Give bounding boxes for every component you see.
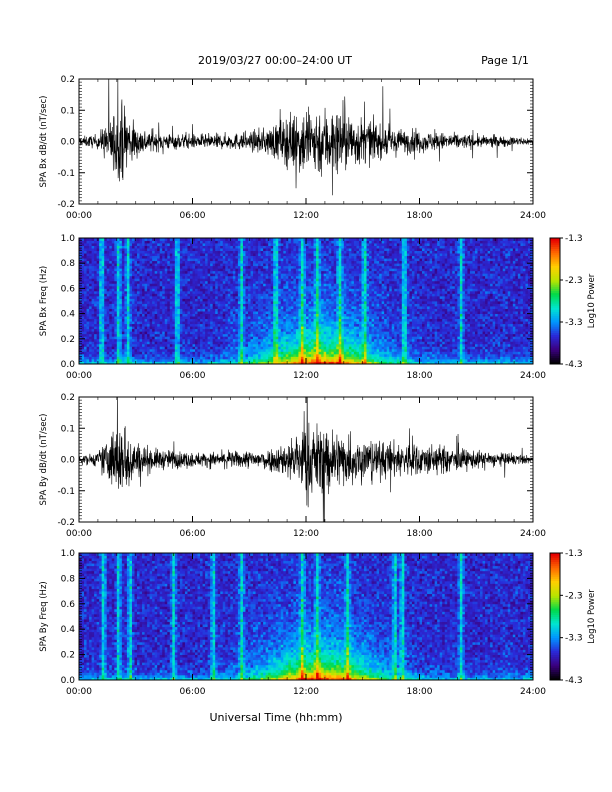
y-tick-label: -0.2: [57, 518, 75, 528]
x-tick-label: 18:00: [407, 371, 433, 381]
colorbar-label: Log10 Power: [587, 273, 597, 328]
x-tick-label: 00:00: [66, 529, 92, 539]
x-tick-label: 24:00: [520, 529, 546, 539]
bx-colorbar: -1.3 -2.3 -3.3 -4.3 Log10 Power: [549, 234, 597, 370]
x-tick-label: 12:00: [293, 687, 319, 697]
colorbar-tick-label: -4.3: [565, 360, 583, 370]
x-tick-label: 24:00: [520, 687, 546, 697]
colorbar-tick-label: -1.3: [565, 234, 583, 244]
y-tick-label: 0.6: [61, 284, 76, 294]
x-tick-label: 06:00: [180, 687, 206, 697]
y-axis-label: SPA Bx Freq (Hz): [39, 266, 49, 336]
x-tick-label: 06:00: [180, 529, 206, 539]
y-tick-label: 0.4: [61, 625, 76, 635]
y-tick-label: 0.8: [61, 259, 76, 269]
colorbar-gradient: [550, 553, 560, 681]
x-tick-label: 00:00: [66, 687, 92, 697]
y-tick-label: 0.8: [61, 574, 76, 584]
colorbar-tick-label: -4.3: [565, 676, 583, 686]
y-tick-label: 0.0: [61, 456, 76, 466]
y-tick-label: 0.4: [61, 310, 76, 320]
by-timeseries-panel: 0.2 0.1 0.0 -0.1 -0.200:00 06:00 12:00 18:00 24:…: [39, 393, 546, 539]
y-axis-label: SPA By dB/dt (nT/sec): [39, 414, 49, 506]
y-tick-label: -0.1: [57, 169, 75, 179]
y-tick-label: 0.0: [61, 360, 76, 370]
y-tick-label: -0.1: [57, 487, 75, 497]
spectrogram-cells: [79, 553, 534, 681]
y-tick-label: 0.0: [61, 676, 76, 686]
x-tick-label: 24:00: [520, 211, 546, 221]
y-tick-label: 1.0: [61, 234, 76, 244]
y-tick-label: 0.0: [61, 138, 76, 148]
x-tick-label: 06:00: [180, 371, 206, 381]
spectrogram-cells: [79, 238, 534, 365]
x-tick-label: 12:00: [293, 211, 319, 221]
timeseries-trace: [79, 79, 533, 196]
colorbar-tick-label: -3.3: [565, 318, 583, 328]
by-colorbar: -1.3 -2.3 -3.3 -4.3 Log10 Power: [549, 549, 597, 686]
colorbar-gradient: [550, 238, 560, 365]
y-axis-label: SPA By Freq (Hz): [39, 581, 49, 651]
y-tick-label: 0.1: [61, 106, 75, 116]
x-tick-label: 24:00: [520, 371, 546, 381]
y-tick-label: 0.2: [61, 335, 75, 345]
page-indicator: Page 1/1: [481, 54, 529, 67]
y-tick-label: 0.2: [61, 651, 75, 661]
colorbar-label: Log10 Power: [587, 589, 597, 644]
bx-spectrogram-panel: 1.0 0.8 0.6 0.4 0.2 0.000:00 06:00 12:00 18:00 24…: [39, 234, 546, 381]
y-tick-label: -0.2: [57, 200, 75, 210]
x-tick-label: 12:00: [293, 529, 319, 539]
x-tick-label: 00:00: [66, 371, 92, 381]
colorbar-tick-label: -1.3: [565, 549, 583, 559]
x-tick-label: 18:00: [407, 211, 433, 221]
by-spectrogram-panel: 1.0 0.8 0.6 0.4 0.2 0.000:00 06:00 12:00 18:00 24…: [39, 549, 546, 697]
bx-timeseries-panel: 0.2 0.1 0.0 -0.1 -0.200:00 06:00 12:00 18:00 24:…: [39, 75, 546, 221]
x-tick-label: 18:00: [407, 529, 433, 539]
x-tick-label: 18:00: [407, 687, 433, 697]
figure-title: 2019/03/27 00:00–24:00 UT: [198, 54, 352, 67]
timeseries-trace: [79, 397, 533, 522]
colorbar-tick-label: -2.3: [565, 276, 583, 286]
y-tick-label: 0.2: [61, 75, 75, 85]
y-axis-label: SPA Bx dB/dt (nT/sec): [39, 96, 49, 188]
y-tick-label: 0.1: [61, 424, 75, 434]
x-tick-label: 06:00: [180, 211, 206, 221]
x-tick-label: 00:00: [66, 211, 92, 221]
y-tick-label: 0.6: [61, 600, 76, 610]
y-tick-label: 0.2: [61, 393, 75, 403]
colorbar-tick-label: -2.3: [565, 591, 583, 601]
colorbar-tick-label: -3.3: [565, 634, 583, 644]
y-tick-label: 1.0: [61, 549, 76, 559]
x-tick-label: 12:00: [293, 371, 319, 381]
x-axis-label: Universal Time (hh:mm): [210, 711, 343, 724]
